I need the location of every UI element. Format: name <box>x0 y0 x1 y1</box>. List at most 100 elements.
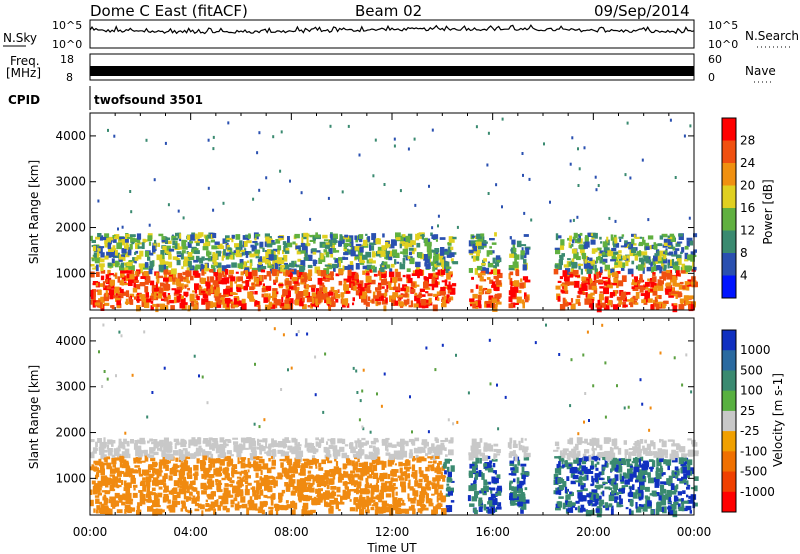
scatter-cell <box>141 242 145 249</box>
scatter-cell <box>628 451 633 456</box>
scatter-cell <box>493 268 498 275</box>
scatter-cell <box>241 298 246 304</box>
scatter-cell <box>124 236 129 239</box>
scatter-cell <box>164 489 169 492</box>
scatter-cell <box>130 439 134 444</box>
scatter-cell <box>423 440 428 445</box>
scatter-cell <box>103 462 108 466</box>
scatter-cell <box>611 282 617 286</box>
scatter-cell <box>122 262 128 266</box>
scatter-cell <box>237 481 242 488</box>
scatter-cell <box>397 298 401 302</box>
scatter-cell <box>238 300 242 306</box>
scatter-cell <box>148 470 151 473</box>
scatter-cell <box>320 480 327 484</box>
scatter-cell <box>357 458 360 463</box>
beam-label: Beam 02 <box>355 2 422 20</box>
scatter-cell <box>277 472 282 477</box>
scatter-cell <box>187 465 190 469</box>
scatter-cell <box>520 437 524 443</box>
scatter-cell <box>404 241 409 249</box>
scatter-cell <box>327 196 330 200</box>
scatter-cell <box>575 275 580 278</box>
scatter-cell <box>598 444 603 448</box>
scatter-cell <box>404 460 411 466</box>
scatter-cell <box>354 440 360 444</box>
scatter-cell <box>632 448 638 454</box>
scatter-cell <box>558 468 562 475</box>
scatter-cell <box>372 455 378 460</box>
scatter-cell <box>335 298 339 303</box>
scatter-cell <box>631 238 635 245</box>
scatter-cell <box>414 497 417 501</box>
scatter-cell <box>569 219 572 223</box>
scatter-cell <box>522 173 524 177</box>
scatter-cell <box>616 466 623 473</box>
scatter-cell <box>300 495 305 500</box>
scatter-cell <box>114 457 121 461</box>
scatter-cell <box>674 470 680 476</box>
scatter-cell <box>474 509 478 515</box>
scatter-cell <box>194 487 198 492</box>
scatter-cell <box>381 261 384 266</box>
scatter-cell <box>119 280 123 286</box>
scatter-cell <box>273 279 278 283</box>
scatter-cell <box>204 268 210 272</box>
scatter-cell <box>201 461 207 466</box>
scatter-cell <box>633 234 636 239</box>
scatter-cell <box>202 440 207 444</box>
scatter-cell <box>602 466 606 470</box>
scatter-cell <box>382 503 389 507</box>
scatter-cell <box>579 232 583 236</box>
scatter-cell <box>307 459 314 466</box>
scatter-cell <box>486 303 491 308</box>
scatter-cell <box>442 265 444 270</box>
scatter-cell <box>392 497 398 504</box>
scatter-cell <box>476 233 482 239</box>
scatter-cell <box>258 442 261 446</box>
scatter-cell <box>639 482 643 488</box>
scatter-cell <box>608 487 613 491</box>
scatter-cell <box>301 244 308 251</box>
scatter-cell <box>292 241 296 245</box>
scatter-cell <box>291 268 297 275</box>
scatter-cell <box>663 459 667 465</box>
scatter-cell <box>90 489 93 495</box>
scatter-cell <box>333 497 338 505</box>
scatter-cell <box>514 259 517 263</box>
scatter-cell <box>371 470 375 475</box>
scatter-cell <box>659 235 664 240</box>
scatter-cell <box>687 459 693 466</box>
scatter-cell <box>118 438 122 442</box>
scatter-cell <box>121 279 124 286</box>
scatter-cell <box>195 242 200 246</box>
scatter-cell <box>283 246 288 252</box>
scatter-cell <box>120 270 126 274</box>
scatter-cell <box>661 263 665 270</box>
scatter-cell <box>433 293 438 297</box>
scatter-cell <box>317 277 323 285</box>
scatter-cell <box>376 290 382 297</box>
scatter-cell <box>519 282 525 289</box>
scatter-cell <box>619 475 625 482</box>
scatter-cell <box>261 509 265 515</box>
scatter-cell <box>652 287 658 291</box>
scatter-cell <box>182 487 187 494</box>
scatter-cell <box>402 258 406 264</box>
scatter-cell <box>392 249 398 257</box>
scatter-cell <box>681 476 684 480</box>
scatter-cell <box>184 256 190 261</box>
scatter-cell <box>123 472 129 476</box>
scatter-cell <box>247 458 250 465</box>
scatter-cell <box>165 465 169 471</box>
scatter-cell <box>600 300 603 303</box>
scatter-cell <box>419 470 424 478</box>
scatter-cell <box>395 501 400 508</box>
scatter-cell <box>188 496 192 499</box>
scatter-cell <box>107 277 112 281</box>
scatter-cell <box>576 215 579 219</box>
scatter-cell <box>157 493 163 498</box>
scatter-cell <box>596 506 601 510</box>
scatter-cell <box>471 276 474 280</box>
scatter-cell <box>324 493 330 500</box>
